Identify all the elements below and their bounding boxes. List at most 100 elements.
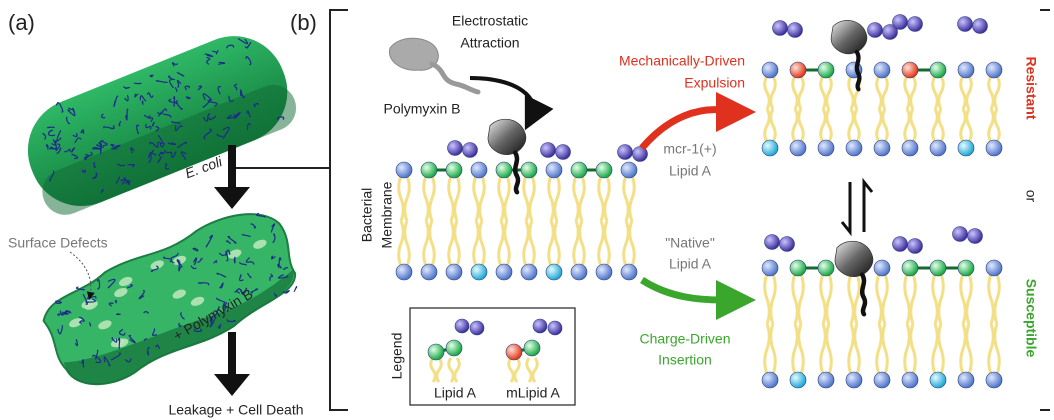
- lipid-head: [790, 372, 806, 388]
- lipid-head: [762, 372, 778, 388]
- lipid-tail: [555, 176, 560, 221]
- lipid-head: [818, 62, 834, 78]
- lipid-tail: [905, 324, 910, 374]
- lipid-tail: [911, 274, 916, 324]
- lipid-tail: [995, 109, 1000, 142]
- lipid-head: [953, 227, 968, 242]
- lipid-tail: [961, 76, 966, 109]
- lipid-head: [521, 264, 537, 280]
- lipid-head: [596, 162, 612, 178]
- lipid-tail: [555, 221, 560, 266]
- lipid-tail: [961, 109, 966, 142]
- lipid-head: [846, 372, 862, 388]
- lipid-head: [463, 143, 478, 158]
- lipid-head: [968, 229, 983, 244]
- lipid-tail: [449, 358, 454, 382]
- lipid-head: [446, 340, 462, 356]
- panel-label: (b): [290, 10, 317, 35]
- lipid-head: [874, 140, 890, 156]
- lipid-tail: [580, 221, 585, 266]
- lipid-head: [986, 260, 1002, 276]
- lipid-head: [846, 140, 862, 156]
- lipid-tail: [630, 221, 635, 266]
- lipid-head: [893, 237, 908, 252]
- lipid-tail: [799, 109, 804, 142]
- legend-item: mLipid A: [506, 385, 560, 401]
- lipid-tail: [771, 274, 776, 324]
- lipid-head: [818, 260, 834, 276]
- lipid-tail: [424, 176, 429, 221]
- lipid-tail: [855, 324, 860, 374]
- lipid-tail: [849, 274, 854, 324]
- lipid-tail: [765, 109, 770, 142]
- lipid-head: [571, 162, 587, 178]
- lipid-tail: [424, 221, 429, 266]
- lipid-head: [930, 372, 946, 388]
- insertion-arrow: [642, 280, 722, 300]
- polymyxin: [488, 119, 526, 192]
- lipid-head: [396, 264, 412, 280]
- lipid-head: [546, 264, 562, 280]
- lipid-tail: [877, 324, 882, 374]
- lipid-head: [521, 162, 537, 178]
- lipid-tail: [524, 176, 529, 221]
- lipid-tail: [933, 76, 938, 109]
- lipid-head: [958, 372, 974, 388]
- lipid-head: [986, 372, 1002, 388]
- lipid-tail: [793, 324, 798, 374]
- lipid-head: [790, 62, 806, 78]
- membrane-label: Bacterial: [359, 188, 375, 242]
- lipid-head: [902, 260, 918, 276]
- attraction-arrow: [470, 78, 534, 116]
- lipid-tail: [995, 274, 1000, 324]
- lipid-tail: [939, 274, 944, 324]
- lipid-tail: [431, 358, 436, 382]
- lipid-tail: [499, 221, 504, 266]
- lipid-tail: [599, 221, 604, 266]
- lipid-tail: [883, 109, 888, 142]
- lipid-tail: [989, 324, 994, 374]
- equilibrium-arrow: [864, 182, 872, 232]
- lipid-tail: [995, 324, 1000, 374]
- lipid-tail: [821, 274, 826, 324]
- lipid-head: [930, 62, 946, 78]
- lipid-tail: [455, 176, 460, 221]
- lipid-tail: [989, 109, 994, 142]
- drug-label: Polymyxin B: [383, 101, 460, 117]
- legend-item: Lipid A: [434, 385, 477, 401]
- lipid-head: [908, 239, 923, 254]
- lipid-tail: [549, 176, 554, 221]
- lipid-head: [448, 141, 463, 156]
- lipid-tail: [530, 176, 535, 221]
- lipid-tail: [405, 176, 410, 221]
- lipid-head: [762, 260, 778, 276]
- insertion-label: Charge-Driven: [639, 331, 730, 347]
- expulsion-label: Expulsion: [684, 75, 745, 91]
- lipid-tail: [765, 274, 770, 324]
- lipid-tail: [799, 76, 804, 109]
- lipid-tail: [580, 176, 585, 221]
- figure: (a) (b) E. coli Surface Defects + Polymy…: [0, 0, 1054, 420]
- lipid-head: [421, 162, 437, 178]
- lipid-head: [780, 237, 795, 252]
- lipid-head: [902, 372, 918, 388]
- lipid-tail: [765, 76, 770, 109]
- legend-title: Legend: [389, 333, 405, 380]
- lipid-head: [790, 260, 806, 276]
- lipid-tail: [530, 221, 535, 266]
- bacterium: [33, 199, 313, 398]
- lipid-tail: [793, 76, 798, 109]
- lipid-tail: [449, 176, 454, 221]
- lipid-tail: [509, 358, 514, 382]
- attraction-label: Attraction: [460, 35, 519, 51]
- polymyxin: [835, 241, 873, 314]
- lipid-tail: [827, 109, 832, 142]
- lipid-tail: [883, 324, 888, 374]
- lipid-tail: [905, 274, 910, 324]
- lipid-tail: [827, 324, 832, 374]
- membrane-label: Membrane: [379, 181, 395, 248]
- lipid-tail: [624, 176, 629, 221]
- lipid-head: [621, 162, 637, 178]
- lipid-tail: [849, 109, 854, 142]
- lipid-tail: [995, 76, 1000, 109]
